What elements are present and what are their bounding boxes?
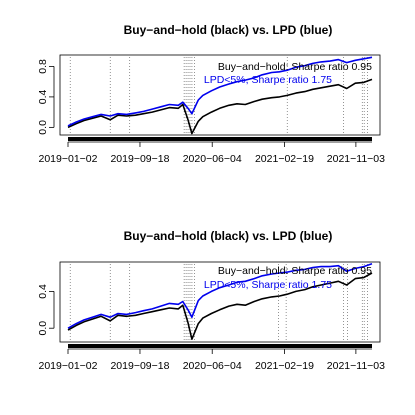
- series-line-buy-and-hold: [67, 272, 373, 341]
- legend-entry-buy-and-hold: Buy−and−hold: Sharpe ratio 0.95: [218, 265, 372, 277]
- x-tick-label: 2019−09−18: [110, 153, 169, 165]
- series-line-lpd-5: [67, 263, 373, 329]
- legend-entry-lpd: LPD<5%, Sharpe ratio 1.75: [204, 279, 332, 291]
- chart-panel-top: Buy−and−hold (black) vs. LPD (blue) 0.00…: [37, 23, 385, 165]
- x-tick-label: 2019−01−02: [39, 153, 98, 165]
- chart-title: Buy−and−hold (black) vs. LPD (blue): [124, 23, 333, 37]
- y-tick-label: 0.4: [37, 284, 49, 299]
- x-axis: 2019−01−02 2019−09−18 2020−06−04 2021−02−19…: [39, 141, 385, 165]
- legend-entry-buy-and-hold: Buy−and−hold: Sharpe ratio 0.95: [218, 61, 372, 73]
- date-rug-bar: [68, 137, 372, 141]
- x-tick-label: 2021−11−03: [327, 153, 385, 165]
- date-rug: [68, 137, 372, 141]
- y-tick-label: 0.4: [37, 89, 49, 104]
- legend: Buy−and−hold: Sharpe ratio 0.95 LPD<5%, …: [204, 265, 372, 291]
- plot-frame: [59, 261, 381, 343]
- plot-frame: [59, 54, 381, 136]
- x-tick-label: 2020−06−04: [183, 153, 242, 165]
- y-tick-label: 0.0: [37, 120, 49, 135]
- series-group: [67, 56, 373, 135]
- x-tick-label: 2019−01−02: [39, 360, 98, 372]
- x-tick-label: 2020−06−04: [183, 360, 242, 372]
- chart-panel-bottom: Buy−and−hold (black) vs. LPD (blue) 0.00…: [37, 229, 385, 372]
- date-rug: [68, 344, 372, 348]
- y-axis: 0.0 0.4: [37, 284, 55, 336]
- x-axis: 2019−01−02 2019−09−18 2020−06−04 2021−02−19…: [39, 348, 385, 372]
- y-tick-label: 0.0: [37, 321, 49, 336]
- legend: Buy−and−hold: Sharpe ratio 0.95 LPD<5%, …: [204, 61, 372, 86]
- y-tick-label: 0.8: [37, 59, 49, 74]
- series-group: [67, 263, 373, 341]
- legend-entry-lpd: LPD<5%, Sharpe ratio 1.75: [204, 74, 332, 86]
- series-line-buy-and-hold: [67, 78, 373, 135]
- x-tick-label: 2021−02−19: [255, 360, 314, 372]
- series-line-lpd-5: [67, 56, 373, 127]
- x-tick-label: 2019−09−18: [110, 360, 169, 372]
- x-tick-label: 2021−02−19: [255, 153, 314, 165]
- x-tick-label: 2021−11−03: [327, 360, 385, 372]
- y-axis: 0.0 0.4 0.8: [37, 59, 55, 135]
- date-rug-bar: [68, 344, 372, 348]
- chart-title: Buy−and−hold (black) vs. LPD (blue): [124, 229, 333, 243]
